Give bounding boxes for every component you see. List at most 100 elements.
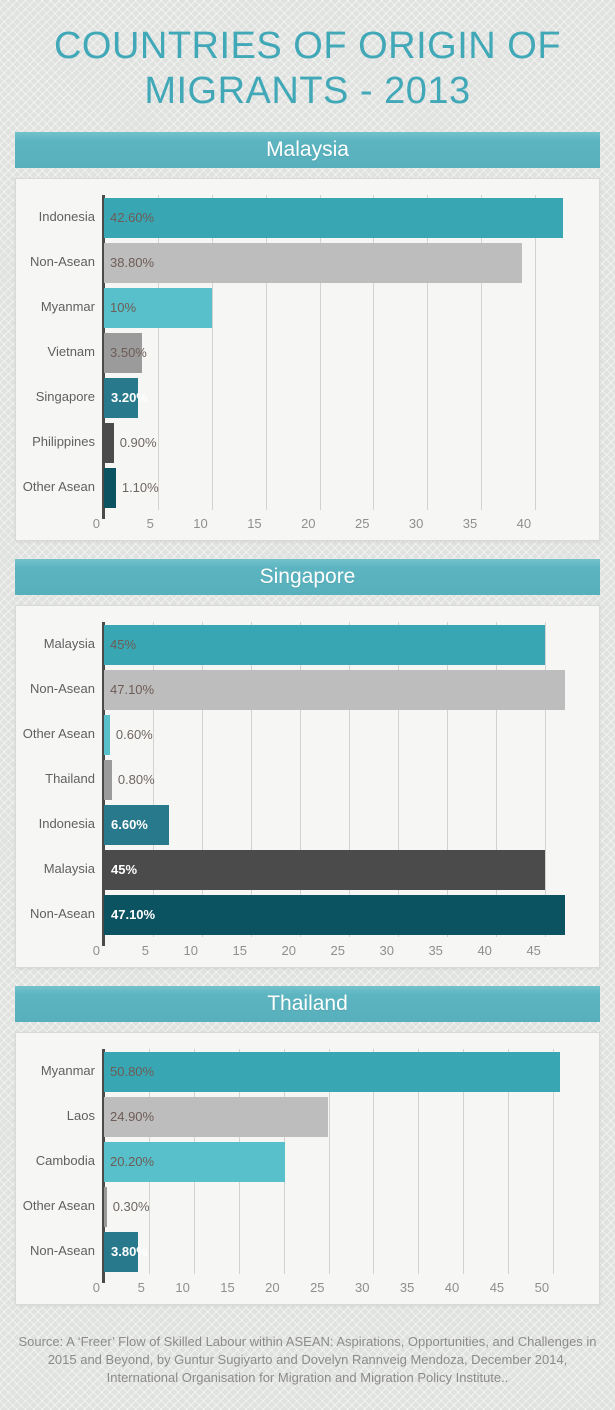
- x-axis-tick-label: 40: [444, 1280, 460, 1295]
- gridline: [373, 1049, 375, 1274]
- value-label: 38.80%: [110, 255, 155, 270]
- bar-rows: Malaysia 45% Non-Asean 47.10% Other Asean 0.6…: [16, 622, 589, 937]
- x-axis-labels: 0 5 10 15 20 25 30 35 40: [93, 510, 589, 532]
- gridline: [544, 622, 546, 937]
- table-row: Non-Asean 47.10%: [16, 667, 589, 712]
- bar-track: 1.10%: [104, 467, 589, 508]
- x-axis-tick-label: 20: [301, 516, 316, 531]
- chart-panel-singapore: Malaysia 45% Non-Asean 47.10% Other Asean 0.6…: [15, 605, 600, 968]
- x-axis-tick-label: 10: [193, 516, 208, 531]
- x-axis-tick-label: 35: [462, 516, 478, 531]
- x-axis-tick-label: 50: [534, 1280, 550, 1295]
- bar-track: 3.80%: [104, 1231, 589, 1272]
- bar-track: 0.30%: [104, 1186, 589, 1227]
- bar-track: 42.60%: [104, 197, 589, 238]
- bar-track: 20.20%: [104, 1141, 589, 1182]
- category-label: Malaysia: [43, 636, 95, 652]
- bar-track: 3.20%: [104, 377, 589, 418]
- value-label: 24.90%: [110, 1109, 155, 1124]
- bar: 10%: [104, 287, 212, 328]
- category-label: Philippines: [32, 434, 95, 450]
- x-axis-line: [102, 195, 105, 519]
- chart-panel-thailand: Myanmar 50.80% Laos 24.90% Cambodia 20.20% Oth…: [15, 1032, 600, 1305]
- x-axis-tick-label: 15: [232, 943, 247, 958]
- bar: 24.90%: [104, 1096, 328, 1137]
- value-label: 45%: [111, 862, 138, 877]
- bar: 3.20%: [104, 377, 148, 418]
- value-label: 1.10%: [121, 480, 159, 495]
- bar: [104, 422, 114, 463]
- gridline: [157, 195, 159, 510]
- x-axis-tick-label: 35: [399, 1280, 415, 1295]
- source-note: Source: A ‘Freer’ Flow of Skilled Labour…: [18, 1334, 597, 1385]
- x-axis-tick-label: 20: [281, 943, 296, 958]
- x-axis-tick-label: 25: [310, 1280, 325, 1295]
- bar: [104, 759, 112, 800]
- gridline: [328, 1049, 330, 1274]
- gridline: [250, 622, 252, 937]
- category-label: Non-Asean: [29, 906, 95, 922]
- category-label: Other Asean: [22, 726, 95, 742]
- value-label: 0.60%: [115, 727, 153, 742]
- gridline: [535, 195, 537, 510]
- bar-track: 45%: [104, 849, 589, 890]
- value-label: 3.20%: [111, 390, 148, 405]
- grid-overlay: [102, 622, 589, 946]
- x-axis-tick-label: 45: [489, 1280, 505, 1295]
- gridline: [446, 622, 448, 937]
- value-label: 0.80%: [117, 772, 155, 787]
- gridline: [348, 622, 350, 937]
- bar: 20.20%: [104, 1141, 286, 1182]
- chart-header-malaysia: Malaysia: [15, 132, 600, 168]
- x-axis-tick-label: 0: [92, 1280, 100, 1295]
- category-label: Indonesia: [38, 209, 95, 225]
- table-row: Non-Asean 47.10%: [16, 892, 589, 937]
- value-label: 3.80%: [111, 1244, 148, 1259]
- gridline: [418, 1049, 420, 1274]
- table-row: Myanmar 50.80%: [16, 1049, 589, 1094]
- x-axis-tick-label: 0: [92, 943, 100, 958]
- bar-track: 47.10%: [104, 894, 589, 935]
- bar-track: 50.80%: [104, 1051, 589, 1092]
- category-label: Indonesia: [38, 816, 95, 832]
- x-axis-tick-label: 5: [137, 1280, 145, 1295]
- category-label: Cambodia: [35, 1153, 95, 1169]
- table-row: Non-Asean 3.80%: [16, 1229, 589, 1274]
- bar: [104, 714, 110, 755]
- category-label: Malaysia: [43, 861, 95, 877]
- bar-track: 47.10%: [104, 669, 589, 710]
- table-row: Myanmar 10%: [16, 285, 589, 330]
- bar-track: 0.60%: [104, 714, 589, 755]
- table-row: Singapore 3.20%: [16, 375, 589, 420]
- grid-overlay: [102, 195, 589, 519]
- category-label: Other Asean: [22, 1198, 95, 1214]
- infographic: COUNTRIES OF ORIGIN OF MIGRANTS - 2013 M…: [0, 24, 615, 1387]
- x-axis-tick-label: 10: [183, 943, 198, 958]
- bar: [104, 1186, 107, 1227]
- table-row: Other Asean 0.60%: [16, 712, 589, 757]
- table-row: Vietnam 3.50%: [16, 330, 589, 375]
- category-label: Vietnam: [47, 344, 95, 360]
- table-row: Philippines 0.90%: [16, 420, 589, 465]
- x-axis-line: [102, 622, 105, 946]
- chart-section-malaysia: Malaysia Indonesia 42.60% Non-Asean 38.80% My…: [0, 132, 615, 541]
- gridline: [463, 1049, 465, 1274]
- gridline: [373, 195, 375, 510]
- bar-track: 38.80%: [104, 242, 589, 283]
- gridline: [211, 195, 213, 510]
- bar-track: 3.50%: [104, 332, 589, 373]
- table-row: Malaysia 45%: [16, 622, 589, 667]
- value-label: 50.80%: [110, 1064, 155, 1079]
- x-axis-line: [102, 1049, 105, 1283]
- x-axis-labels: 0 5 10 15 20 25 30 35 40 45 50: [93, 1274, 589, 1296]
- table-row: Indonesia 6.60%: [16, 802, 589, 847]
- gridline: [397, 622, 399, 937]
- chart-body: Indonesia 42.60% Non-Asean 38.80% Myanmar 10%…: [16, 195, 589, 532]
- x-axis-tick-label: 30: [354, 1280, 370, 1295]
- page-background: { "page": { "title": "COUNTRIES OF ORIGI…: [0, 24, 615, 1410]
- x-axis-tick-label: 30: [379, 943, 394, 958]
- value-label: 0.90%: [119, 435, 157, 450]
- x-axis-tick-label: 35: [428, 943, 443, 958]
- category-label: Laos: [66, 1108, 95, 1124]
- category-label: Myanmar: [40, 1063, 95, 1079]
